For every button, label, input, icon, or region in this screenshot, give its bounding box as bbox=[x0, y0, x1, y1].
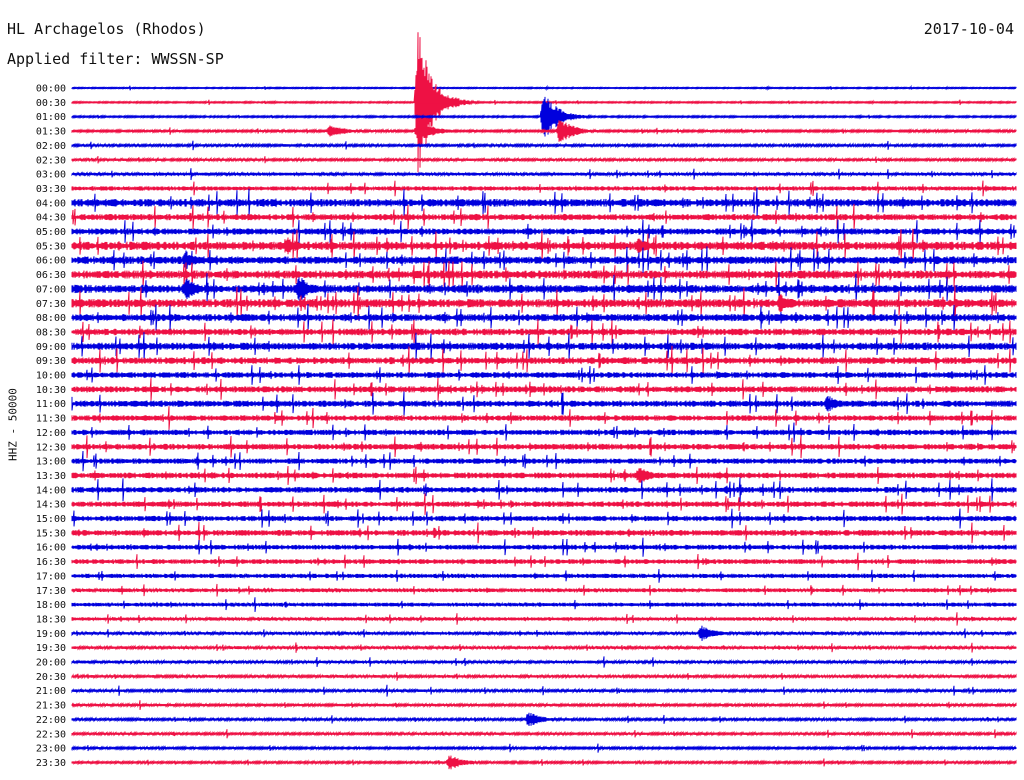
trace-row-0400 bbox=[71, 187, 1017, 219]
row-time-label: 20:30 bbox=[36, 672, 66, 683]
row-time-label: 22:30 bbox=[36, 729, 66, 740]
row-time-label: 14:30 bbox=[36, 500, 66, 511]
trace-row-0330 bbox=[71, 180, 1017, 197]
row-time-label: 10:00 bbox=[36, 371, 66, 382]
trace-row-1800 bbox=[71, 597, 1017, 612]
trace-row-0930 bbox=[71, 345, 1017, 376]
row-time-label: 01:00 bbox=[36, 112, 66, 123]
trace-row-0300 bbox=[71, 168, 1017, 181]
trace-row-0700 bbox=[71, 272, 1017, 306]
row-time-label: 17:00 bbox=[36, 571, 66, 582]
trace-row-1700 bbox=[71, 569, 1017, 583]
row-time-label: 03:00 bbox=[36, 170, 66, 181]
trace-row-1200 bbox=[71, 422, 1017, 443]
row-time-label: 00:00 bbox=[36, 84, 66, 95]
row-time-label: 05:00 bbox=[36, 227, 66, 238]
trace-row-1400 bbox=[71, 477, 1017, 503]
trace-row-1030 bbox=[71, 377, 1017, 401]
row-time-label: 22:00 bbox=[36, 715, 66, 726]
row-time-label: 08:30 bbox=[36, 327, 66, 338]
row-time-label: 11:00 bbox=[36, 399, 66, 410]
row-time-label: 02:00 bbox=[36, 141, 66, 152]
row-time-label: 06:00 bbox=[36, 256, 66, 267]
trace-row-1600 bbox=[71, 537, 1017, 557]
row-time-label: 19:30 bbox=[36, 643, 66, 654]
row-time-label: 01:30 bbox=[36, 127, 66, 138]
trace-row-2030 bbox=[71, 671, 1017, 681]
trace-row-2230 bbox=[71, 729, 1017, 739]
row-time-label: 02:30 bbox=[36, 155, 66, 166]
trace-row-1130 bbox=[71, 406, 1017, 430]
trace-row-2200 bbox=[71, 712, 1017, 727]
row-time-label: 04:00 bbox=[36, 198, 66, 209]
row-time-label: 09:30 bbox=[36, 356, 66, 367]
trace-row-0800 bbox=[71, 303, 1017, 332]
row-time-label: 21:30 bbox=[36, 701, 66, 712]
row-time-label: 11:30 bbox=[36, 414, 66, 425]
trace-row-0830 bbox=[71, 319, 1017, 345]
trace-row-1530 bbox=[71, 521, 1017, 544]
row-time-label: 12:00 bbox=[36, 428, 66, 439]
row-time-label: 08:00 bbox=[36, 313, 66, 324]
row-time-label: 00:30 bbox=[36, 98, 66, 109]
trace-row-1430 bbox=[71, 493, 1017, 515]
row-time-label: 17:30 bbox=[36, 586, 66, 597]
row-time-label: 16:00 bbox=[36, 543, 66, 554]
row-time-label: 15:00 bbox=[36, 514, 66, 525]
row-time-label: 13:00 bbox=[36, 457, 66, 468]
station-title: HL Archagelos (Rhodos) bbox=[7, 20, 206, 38]
trace-row-0600 bbox=[71, 246, 1017, 275]
row-time-label: 07:00 bbox=[36, 284, 66, 295]
row-time-label: 23:00 bbox=[36, 744, 66, 755]
row-time-label: 13:30 bbox=[36, 471, 66, 482]
row-time-label: 10:30 bbox=[36, 385, 66, 396]
row-time-label: 15:30 bbox=[36, 528, 66, 539]
row-time-label: 18:30 bbox=[36, 614, 66, 625]
row-time-label: 09:00 bbox=[36, 342, 66, 353]
trace-row-0500 bbox=[71, 219, 1017, 244]
row-time-label: 12:30 bbox=[36, 442, 66, 453]
row-time-label: 21:00 bbox=[36, 686, 66, 697]
trace-row-1330 bbox=[71, 465, 1017, 485]
trace-row-1300 bbox=[71, 450, 1017, 472]
row-time-label: 05:30 bbox=[36, 241, 66, 252]
trace-row-0730 bbox=[71, 285, 1017, 321]
trace-row-1630 bbox=[71, 552, 1017, 571]
trace-row-0630 bbox=[71, 260, 1017, 289]
trace-row-0130 bbox=[71, 120, 1017, 142]
row-time-label: 14:00 bbox=[36, 485, 66, 496]
trace-row-0900 bbox=[71, 332, 1017, 361]
record-date: 2017-10-04 bbox=[923, 20, 1014, 38]
row-time-label: 18:00 bbox=[36, 600, 66, 611]
trace-row-0430 bbox=[71, 203, 1017, 231]
row-time-label: 23:30 bbox=[36, 758, 66, 769]
trace-row-1230 bbox=[71, 435, 1017, 459]
row-time-label: 03:30 bbox=[36, 184, 66, 195]
row-time-label: 20:00 bbox=[36, 658, 66, 669]
row-time-label: 06:30 bbox=[36, 270, 66, 281]
row-time-label: 19:00 bbox=[36, 629, 66, 640]
row-time-label: 16:30 bbox=[36, 557, 66, 568]
trace-row-0530 bbox=[71, 228, 1017, 264]
trace-row-1100 bbox=[71, 391, 1017, 416]
filter-label: Applied filter: WWSSN-SP bbox=[7, 50, 224, 68]
trace-row-1500 bbox=[71, 508, 1017, 529]
row-time-label: 07:30 bbox=[36, 299, 66, 310]
trace-row-1000 bbox=[71, 365, 1017, 385]
row-time-label: 04:30 bbox=[36, 213, 66, 224]
